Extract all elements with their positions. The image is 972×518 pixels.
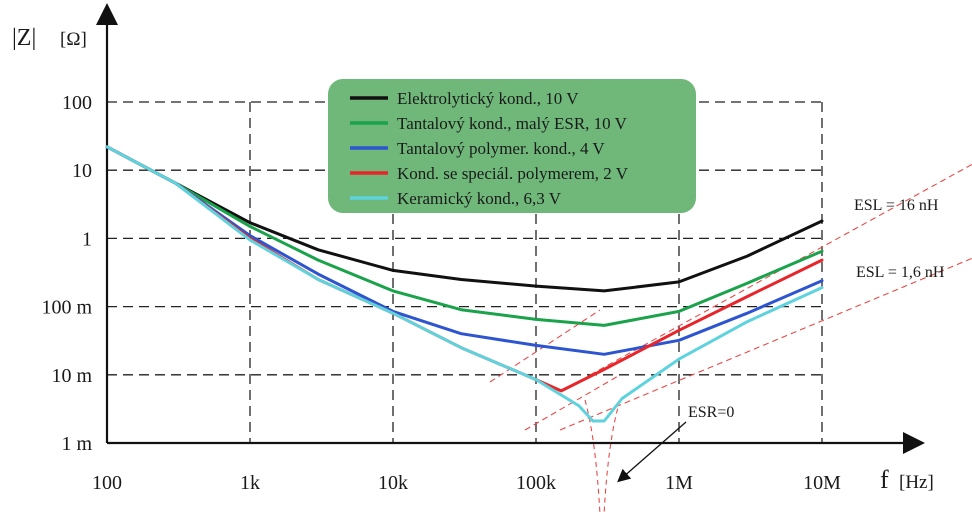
legend-label: Tantalový polymer. kond., 4 V (397, 139, 605, 158)
y-tick-label: 1 (82, 228, 92, 250)
esl-asymptote-line (559, 257, 972, 431)
legend-box (328, 79, 696, 213)
tick-labels: 100 1k 10k 100k 1M 10M 100 10 1 100 m 10 m 1 m (41, 92, 841, 494)
series-line (105, 145, 824, 327)
series-line (105, 145, 824, 293)
esl-1-6nh-label: ESL = 1,6 nH (856, 264, 945, 281)
y-tick-label: 100 m (41, 297, 92, 319)
y-tick-label: 10 (72, 160, 92, 182)
esr-zero-label: ESR=0 (688, 404, 734, 421)
esl-16nh-label: ESL = 16 nH (854, 197, 939, 214)
y-tick-label: 100 (62, 92, 92, 114)
x-tick-label: 10M (803, 472, 841, 494)
esr-zero-arrow (617, 421, 687, 483)
series-group (105, 145, 824, 423)
x-axis-label: f (880, 465, 889, 494)
legend: Elektrolytický kond., 10 V Tantalový kond… (328, 79, 696, 213)
esr-zero-curve (584, 399, 601, 516)
x-tick-label: 10k (378, 472, 408, 494)
y-axis-label: |Z| (12, 25, 36, 51)
series-line (105, 145, 824, 356)
series-line (105, 145, 824, 423)
x-tick-label: 100 (92, 472, 122, 494)
x-tick-label: 1k (240, 472, 260, 494)
x-tick-label: 100k (516, 472, 556, 494)
legend-label: Elektrolytický kond., 10 V (397, 89, 579, 108)
y-tick-label: 1 m (61, 433, 92, 455)
esr-zero-curve (603, 399, 621, 516)
annotations: ESL = 16 nH ESL = 1,6 nH ESR=0 (617, 197, 945, 483)
x-axis-unit: [Hz] (899, 472, 934, 493)
x-tick-label: 1M (665, 472, 693, 494)
legend-label: Keramický kond., 6,3 V (397, 189, 562, 208)
axes (96, 3, 925, 454)
y-tick-label: 10 m (51, 365, 92, 387)
axis-labels: |Z| [Ω] f [Hz] (12, 25, 934, 494)
legend-label: Kond. se speciál. polymerem, 2 V (397, 164, 629, 183)
legend-label: Tantalový kond., malý ESR, 10 V (397, 114, 628, 133)
y-axis-unit: [Ω] (60, 29, 87, 50)
